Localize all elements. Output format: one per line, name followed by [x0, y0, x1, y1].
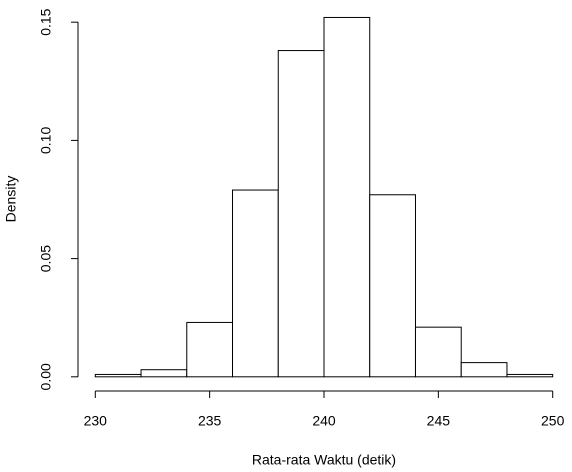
- y-tick-label: 0.00: [38, 363, 54, 390]
- x-tick-label: 250: [541, 413, 565, 429]
- histogram-bar: [94, 373, 142, 378]
- x-tick-label: 245: [427, 413, 451, 429]
- histogram-bar: [186, 321, 234, 378]
- histogram-bar: [506, 373, 554, 378]
- histogram-bar: [414, 326, 462, 378]
- y-axis-label: Density: [3, 176, 19, 223]
- histogram-bar: [369, 194, 416, 378]
- histogram-bar: [140, 369, 188, 378]
- x-tick-label: 230: [84, 413, 108, 429]
- histogram-bar: [232, 189, 279, 378]
- histogram-bar: [323, 16, 371, 378]
- y-tick-label: 0.10: [38, 127, 54, 154]
- histogram-bar: [460, 362, 508, 378]
- x-axis-label: Rata-rata Waktu (detik): [252, 452, 396, 468]
- x-tick-label: 235: [198, 413, 222, 429]
- x-tick-label: 240: [312, 413, 336, 429]
- y-tick-label: 0.05: [38, 245, 54, 272]
- histogram-bar: [277, 50, 325, 378]
- y-tick-label: 0.15: [38, 8, 54, 35]
